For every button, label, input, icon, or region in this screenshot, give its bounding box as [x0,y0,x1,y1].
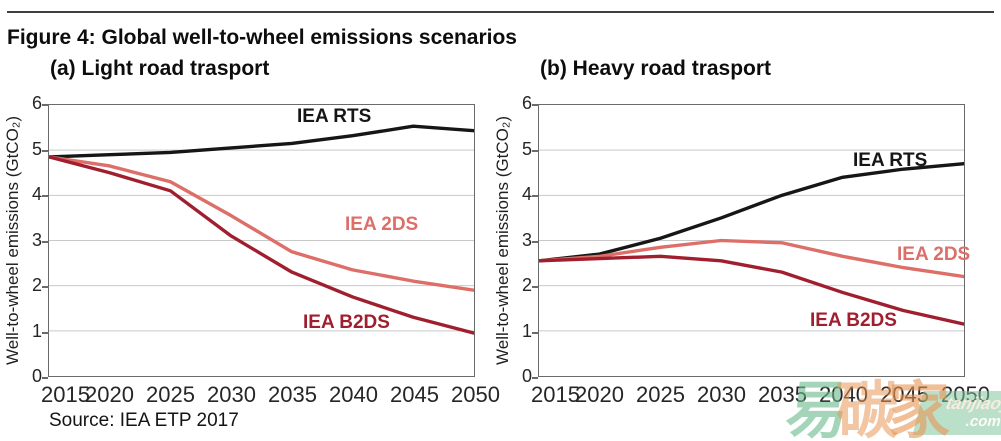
series-label-iea-b2ds-b: IEA B2DS [810,310,897,331]
y-tick-mark [42,286,48,288]
y-tick-label: 0 [31,366,42,386]
series-label-iea-2ds-b: IEA 2DS [897,244,971,265]
y-tick-label: 1 [521,320,532,341]
x-tick-label: 2025 [636,382,685,407]
subplot-a-title: (a) Light road trasport [50,57,270,80]
x-tick-label: 2035 [758,382,807,407]
y-tick-label: 1 [31,320,42,341]
chart-b-series-lines [539,149,964,332]
y-tick-label: 4 [31,184,42,204]
y-tick-mark [42,195,48,197]
y-tick-label: 6 [521,93,532,113]
source-note: Source: IEA ETP 2017 [49,410,239,431]
x-tick-label: 2020 [575,382,624,407]
x-tick-label: 2050 [941,382,990,407]
series-label-iea-2ds-a: IEA 2DS [345,214,419,235]
series-label-iea-b2ds-a: IEA B2DS [303,312,390,333]
y-tick-label: 3 [31,229,42,250]
plot-area-b: IEA RTS IEA 2DS IEA B2DS [532,104,970,379]
x-tick-label: 2035 [268,382,317,407]
x-tick-label: 2015 [41,382,90,407]
y-tick-mark [532,286,538,288]
x-tick-label: 2045 [390,382,439,407]
y-axis-ticks-a: 6 5 4 3 2 1 0 [16,93,42,386]
y-tick-mark [532,377,538,379]
x-tick-label: 2030 [207,382,256,407]
y-tick-label: 5 [521,138,532,159]
y-tick-mark [42,331,48,334]
y-tick-mark [532,240,538,243]
y-axis-ticks-b: 6 5 4 3 2 1 0 [506,93,532,386]
x-tick-label: 2020 [85,382,134,407]
series-label-iea-rts-b: IEA RTS [853,150,928,171]
y-tick-mark [42,149,48,152]
x-tick-label: 2030 [697,382,746,407]
chart-a-series-lines [49,124,474,335]
top-rule [7,11,994,13]
x-axis-ticks-a: 2015 2020 2025 2030 2035 2040 2045 2050 [41,382,500,408]
figure-title: Figure 4: Global well-to-wheel emissions… [7,26,517,49]
y-tick-mark [42,377,48,379]
y-tick-label: 2 [521,275,532,295]
y-tick-label: 4 [521,184,532,204]
y-tick-mark [532,195,538,197]
x-tick-label: 2015 [531,382,580,407]
y-tick-label: 0 [521,366,532,386]
y-tick-mark [42,104,48,106]
y-tick-mark [42,240,48,243]
x-tick-label: 2045 [880,382,929,407]
plot-area-a: IEA RTS IEA 2DS IEA B2DS [42,104,475,379]
y-tick-mark [532,104,538,106]
x-tick-label: 2025 [146,382,195,407]
y-tick-mark [532,149,538,152]
watermark-domain: .com [963,413,1001,431]
y-tick-label: 5 [31,138,42,159]
x-tick-label: 2040 [329,382,378,407]
y-tick-label: 2 [31,275,42,295]
series-label-iea-rts-a: IEA RTS [297,106,372,127]
x-axis-ticks-b: 2015 2020 2025 2030 2035 2040 2045 2050 [531,382,990,408]
x-tick-label: 2050 [451,382,500,407]
y-tick-label: 3 [521,229,532,250]
x-tick-label: 2040 [819,382,868,407]
y-tick-mark [532,331,538,334]
y-tick-label: 6 [31,93,42,113]
subplot-b-title: (b) Heavy road trasport [540,57,772,80]
